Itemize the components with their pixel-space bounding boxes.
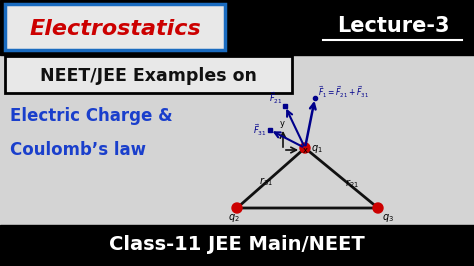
Text: Electric Charge &: Electric Charge & <box>10 107 173 125</box>
Text: $r_{31}$: $r_{31}$ <box>259 175 273 188</box>
Text: $r_{21}$: $r_{21}$ <box>346 177 359 190</box>
FancyBboxPatch shape <box>5 4 225 50</box>
Text: Lecture-3: Lecture-3 <box>337 16 449 36</box>
Text: Coulomb’s law: Coulomb’s law <box>10 141 146 159</box>
FancyBboxPatch shape <box>5 56 292 93</box>
Text: Electrostatics: Electrostatics <box>29 19 201 39</box>
Text: NEET/JEE Examples on: NEET/JEE Examples on <box>39 67 256 85</box>
Text: $q_1$: $q_1$ <box>311 143 323 155</box>
Text: $q_3$: $q_3$ <box>382 212 394 224</box>
Text: y: y <box>280 119 285 128</box>
Text: $\vec{F}_{31}$: $\vec{F}_{31}$ <box>253 122 267 138</box>
Circle shape <box>300 143 310 153</box>
Text: $q_2$: $q_2$ <box>228 212 240 224</box>
Text: Class-11 JEE Main/NEET: Class-11 JEE Main/NEET <box>109 235 365 253</box>
Bar <box>0 0 474 55</box>
Text: $\vec{F}_{21}$: $\vec{F}_{21}$ <box>269 90 283 106</box>
Circle shape <box>373 203 383 213</box>
Text: $\vec{F}_1 = \vec{F}_{21} + \vec{F}_{31}$: $\vec{F}_1 = \vec{F}_{21} + \vec{F}_{31}… <box>318 84 369 99</box>
FancyBboxPatch shape <box>317 5 469 50</box>
Bar <box>0 225 474 266</box>
Circle shape <box>232 203 242 213</box>
Text: x: x <box>303 146 308 155</box>
